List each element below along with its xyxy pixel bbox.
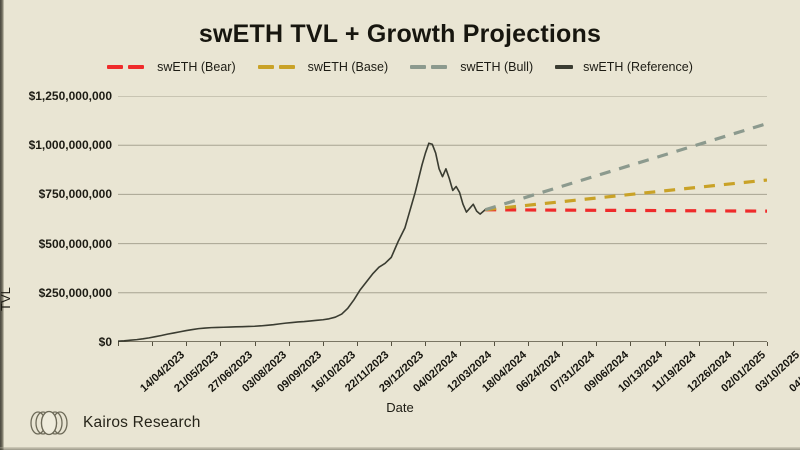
y-axis-labels: TVL $0 $250,000,000 $500,000,000 $750,000,0… (0, 89, 112, 349)
x-tick-mark (664, 342, 666, 346)
y-axis-title: TVL (0, 287, 13, 311)
series-line-sweth--base- (485, 178, 767, 212)
x-tick-mark (527, 342, 529, 346)
chart-legend: swETH (Bear) swETH (Base) swETH (Bull) swET… (0, 60, 800, 74)
series-line-sweth--bull- (484, 122, 767, 212)
legend-item-2[interactable]: swETH (Bull) (410, 60, 533, 74)
x-tick-mark (459, 342, 461, 346)
brand-name: Kairos Research (83, 414, 201, 431)
x-tick-mark (425, 342, 427, 346)
x-tick-mark (357, 342, 359, 346)
x-tick-mark (186, 342, 188, 346)
y-tick-label: $750,000,000 (38, 187, 112, 202)
legend-item-1[interactable]: swETH (Base) (257, 60, 389, 74)
y-tick-label: $1,250,000,000 (28, 89, 112, 103)
footer-branding: Kairos Research (26, 410, 201, 436)
legend-label: swETH (Reference) (583, 60, 693, 74)
x-tick-mark (152, 342, 154, 346)
legend-swatch-icon (107, 65, 151, 69)
y-tick-label: $500,000,000 (38, 236, 112, 251)
overlapping-rings-logo-icon (26, 410, 72, 436)
legend-item-3[interactable]: swETH (Reference) (555, 60, 693, 74)
legend-label: swETH (Bull) (460, 60, 534, 74)
series-line-sweth--bear- (485, 208, 767, 213)
x-tick-mark (732, 342, 734, 346)
x-tick-mark (596, 342, 598, 346)
x-axis-title: Date (386, 400, 414, 415)
x-tick-mark (391, 342, 393, 346)
legend-swatch-icon (410, 65, 454, 69)
page-title: swETH TVL + Growth Projections (198, 20, 602, 48)
x-tick-mark (630, 342, 632, 346)
y-tick-label: $0 (98, 335, 112, 349)
x-tick-mark (493, 342, 495, 346)
x-tick-mark (118, 342, 119, 346)
left-edge-shadow (0, 0, 4, 450)
legend-label: swETH (Base) (307, 60, 389, 74)
x-tick-mark (322, 342, 324, 346)
x-axis-ticks: 14/04/2023 21/05/2023 27/06/2023 03/08/2023… (118, 342, 800, 402)
chart-series-canvas (118, 96, 767, 342)
x-tick-mark (767, 342, 768, 346)
legend-swatch-icon (555, 65, 577, 69)
series-line-sweth--reference- (118, 142, 486, 342)
legend-swatch-icon (257, 65, 302, 69)
y-tick-label: $1,000,000,000 (28, 138, 112, 153)
x-tick-mark (220, 342, 222, 346)
x-tick-mark (698, 342, 700, 346)
x-tick-mark (254, 342, 256, 346)
legend-label: swETH (Bear) (157, 60, 236, 74)
x-tick-mark (562, 342, 564, 346)
y-tick-label: $250,000,000 (38, 285, 112, 300)
bottom-edge-shadow (0, 447, 800, 450)
x-tick-mark (288, 342, 290, 346)
legend-item-0[interactable]: swETH (Bear) (107, 60, 236, 74)
plot-area (118, 96, 767, 342)
